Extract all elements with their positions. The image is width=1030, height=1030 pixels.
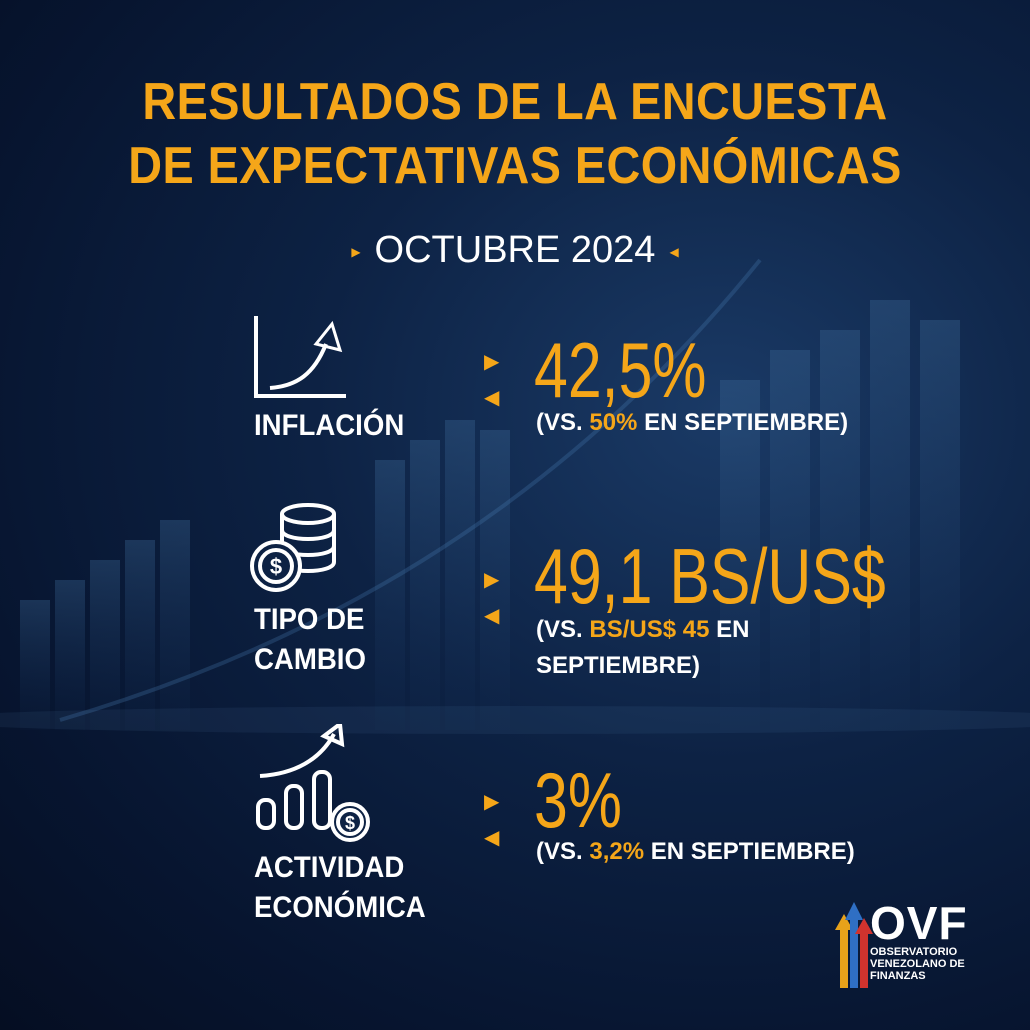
triangle-right-icon: ▶ [484,791,500,813]
title-line-2: DE EXPECTATIVAS ECONÓMICAS [128,137,902,195]
economic-activity-compare: (VS. 3,2% EN SEPTIEMBRE) [536,838,855,865]
economic-activity-value: 3% [534,756,622,844]
inflation-value: 42,5% [534,326,707,414]
ovf-logo: OVF OBSERVATORIO VENEZOLANO DE FINANZAS [870,897,968,982]
svg-text:$: $ [345,813,355,833]
exchange-rate-value: 49,1 BS/US$ [534,532,886,620]
inflation-label: INFLACIÓN [254,409,405,442]
svg-text:$: $ [270,554,282,579]
exchange-rate-compare: (VS. BS/US$ 45 EN SEPTIEMBRE) [536,616,750,679]
triangle-right-icon: ▶ [351,244,361,259]
exchange-rate-label: TIPO DE CAMBIO [254,603,366,676]
period-label: OCTUBRE 2024 [374,229,656,271]
triangle-left-icon: ◀ [484,387,500,409]
economic-activity-label: ACTIVIDAD ECONÓMICA [254,851,426,924]
triangle-left-icon: ◀ [484,605,500,627]
coins-dollar-icon: $ [250,503,336,592]
triangle-right-icon: ▶ [484,351,500,373]
page-title: RESULTADOS DE LA ENCUESTA DE EXPECTATIVA… [52,70,979,198]
triangle-left-icon: ◀ [669,244,679,259]
ovf-logo-arrows-icon [835,902,873,988]
triangle-left-icon: ◀ [484,827,500,849]
economic-activity-arrows: ▶ ◀ [484,792,499,848]
line-chart-up-icon [254,316,346,398]
inflation-arrows: ▶ ◀ [484,352,499,408]
period-row: ▶ OCTUBRE 2024 ◀ [0,226,1030,276]
exchange-rate-arrows: ▶ ◀ [484,570,499,626]
triangle-right-icon: ▶ [484,569,500,591]
title-line-1: RESULTADOS DE LA ENCUESTA [142,73,888,131]
bar-growth-dollar-icon: $ [256,724,370,842]
inflation-compare: (VS. 50% EN SEPTIEMBRE) [536,409,849,436]
